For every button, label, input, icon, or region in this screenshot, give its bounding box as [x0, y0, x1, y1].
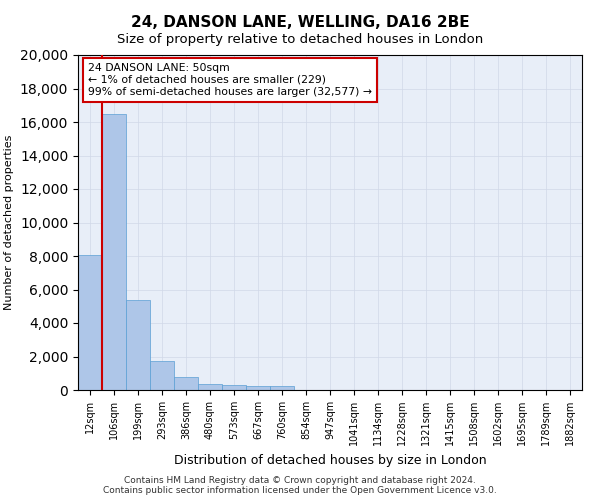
- Text: Contains HM Land Registry data © Crown copyright and database right 2024.
Contai: Contains HM Land Registry data © Crown c…: [103, 476, 497, 495]
- Bar: [150, 360, 174, 390]
- Bar: [174, 377, 198, 390]
- Bar: [78, 255, 102, 390]
- Text: Size of property relative to detached houses in London: Size of property relative to detached ho…: [117, 32, 483, 46]
- Bar: [246, 386, 270, 390]
- Text: 24, DANSON LANE, WELLING, DA16 2BE: 24, DANSON LANE, WELLING, DA16 2BE: [131, 15, 469, 30]
- Bar: [270, 386, 294, 390]
- Y-axis label: Number of detached properties: Number of detached properties: [4, 135, 14, 310]
- Bar: [198, 384, 222, 390]
- Bar: [126, 300, 150, 390]
- Bar: [102, 114, 126, 390]
- Text: 24 DANSON LANE: 50sqm
← 1% of detached houses are smaller (229)
99% of semi-deta: 24 DANSON LANE: 50sqm ← 1% of detached h…: [88, 64, 372, 96]
- Bar: [222, 386, 246, 390]
- X-axis label: Distribution of detached houses by size in London: Distribution of detached houses by size …: [173, 454, 487, 466]
